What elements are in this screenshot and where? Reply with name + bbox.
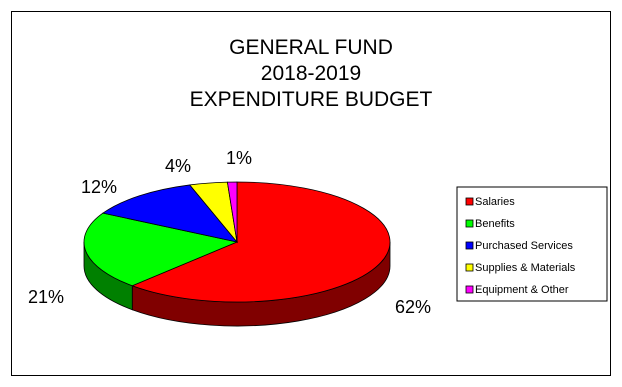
legend-label-purchased-services: Purchased Services [475,240,573,252]
pie-slices [83,181,391,303]
data-label-equipment-other: 1% [226,148,252,168]
chart-title-line-3: EXPENDITURE BUDGET [189,88,433,111]
pie-slice-salaries [131,181,391,303]
data-label-supplies-materials: 4% [165,156,191,176]
legend-swatch-salaries [465,197,474,206]
legend-swatch-purchased-services [465,241,474,250]
data-label-purchased-services: 12% [81,177,117,197]
chart-title-line-1: GENERAL FUND [229,36,393,59]
legend-label-benefits: Benefits [475,218,515,230]
chart-title-line-2: 2018-2019 [260,62,362,85]
pie-slice-equipment-other [226,181,238,243]
pie-slice-benefits [83,212,239,287]
legend-box [456,186,608,302]
legend-label-equipment-other: Equipment & Other [475,284,569,296]
pie-data-labels: 62% 21% 12% 4% 1% [28,148,431,317]
data-label-salaries: 62% [395,297,431,317]
chart-title: GENERAL FUND 2018-2019 EXPENDITURE BUDGE… [12,35,610,113]
legend-label-supplies-materials: Supplies & Materials [475,262,576,274]
legend-swatch-benefits [465,219,474,228]
legend-swatch-supplies-materials [465,263,474,272]
legend-label-salaries: Salaries [475,196,515,208]
legend-swatch-equipment-other [465,285,474,294]
pie-slice-purchased-services [101,184,239,243]
data-label-benefits: 21% [28,287,64,307]
legend: Salaries Benefits Purchased Services Suppli… [456,186,608,302]
